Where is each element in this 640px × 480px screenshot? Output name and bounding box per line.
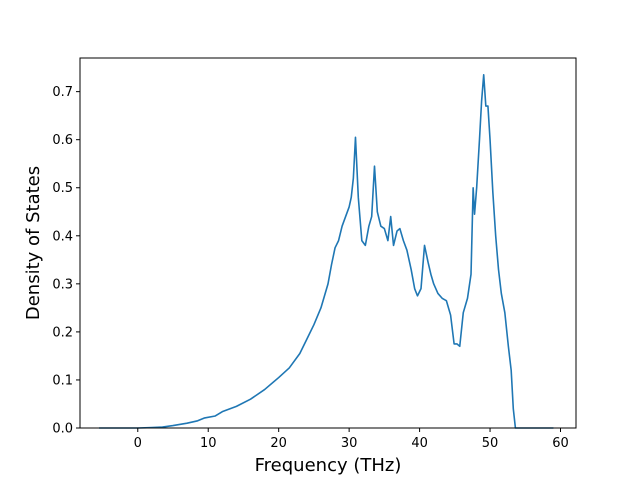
y-tick-label: 0.2 <box>52 325 73 340</box>
y-tick-label: 0.4 <box>52 229 73 244</box>
x-tick-label: 40 <box>411 436 428 451</box>
plot-background <box>80 58 576 428</box>
x-tick-label: 60 <box>552 436 569 451</box>
x-axis-label: Frequency (THz) <box>255 455 402 476</box>
x-tick-label: 20 <box>270 436 287 451</box>
x-tick-label: 30 <box>341 436 358 451</box>
y-tick-label: 0.0 <box>52 422 73 437</box>
x-tick-label: 0 <box>134 436 142 451</box>
y-tick-label: 0.6 <box>52 133 73 148</box>
y-tick-label: 0.1 <box>52 373 73 388</box>
series-layer <box>99 74 554 429</box>
x-tick-label: 10 <box>200 436 217 451</box>
y-tick-label: 0.5 <box>52 181 73 196</box>
x-axis-ticks: 0 10 20 30 40 50 60 <box>134 428 569 451</box>
y-tick-label: 0.3 <box>52 277 73 292</box>
y-tick-label: 0.7 <box>52 85 73 100</box>
y-axis-label: Density of States <box>23 166 44 320</box>
x-tick-label: 50 <box>482 436 499 451</box>
y-axis-ticks: 0.0 0.1 0.2 0.3 0.4 0.5 0.6 0.7 <box>52 85 80 437</box>
plot-frame <box>79 57 577 429</box>
dos-curve-0 <box>99 74 554 429</box>
